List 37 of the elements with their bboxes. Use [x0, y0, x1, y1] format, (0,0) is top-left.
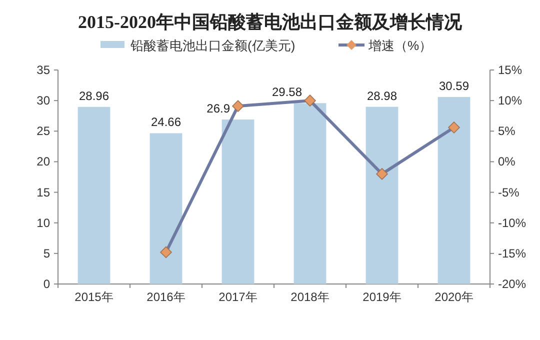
data-label: 28.96 [78, 88, 110, 103]
y2-tick-label: 0% [498, 154, 516, 169]
y-tick-label: 5 [43, 246, 50, 260]
x-tick-label: 2015年 [74, 290, 114, 304]
data-label: 28.98 [366, 88, 398, 103]
data-label: 26.9 [206, 102, 230, 116]
bar [438, 96, 470, 284]
y2-tick-label: -10% [498, 216, 526, 230]
x-tick-label: 2016年 [146, 290, 186, 304]
y-tick-label: 10 [36, 216, 50, 230]
chart-title: 2015-2020年中国铅酸蓄电池出口金额及增长情况 [78, 12, 463, 32]
y-tick-label: 15 [36, 185, 50, 200]
y2-tick-label: -20% [498, 277, 526, 291]
x-tick-label: 2018年 [290, 290, 330, 304]
y-tick-label: 25 [36, 124, 50, 138]
y2-tick-label: -5% [498, 185, 520, 200]
y-tick-label: 20 [36, 154, 50, 169]
data-label: 30.59 [438, 78, 470, 93]
x-tick-label: 2019年 [362, 290, 402, 304]
x-tick-label: 2020年 [434, 290, 474, 304]
bar [222, 120, 254, 284]
bar [78, 106, 110, 284]
bar [366, 106, 398, 284]
bar [150, 133, 182, 284]
data-label: 24.66 [150, 115, 182, 130]
legend-label: 铅酸蓄电池出口金额(亿美元) [130, 38, 296, 53]
x-tick-label: 2017年 [218, 290, 258, 304]
legend-label: 增速（%） [368, 38, 432, 53]
y2-tick-label: 10% [498, 94, 522, 108]
y-tick-label: 30 [36, 94, 50, 108]
data-label: 29.58 [272, 85, 302, 100]
y2-tick-label: 5% [498, 124, 516, 138]
y-tick-label: 0 [43, 277, 50, 291]
y2-tick-label: 15% [498, 63, 522, 77]
y-tick-label: 35 [36, 63, 50, 77]
y2-tick-label: -15% [498, 246, 526, 260]
bar [294, 103, 326, 284]
